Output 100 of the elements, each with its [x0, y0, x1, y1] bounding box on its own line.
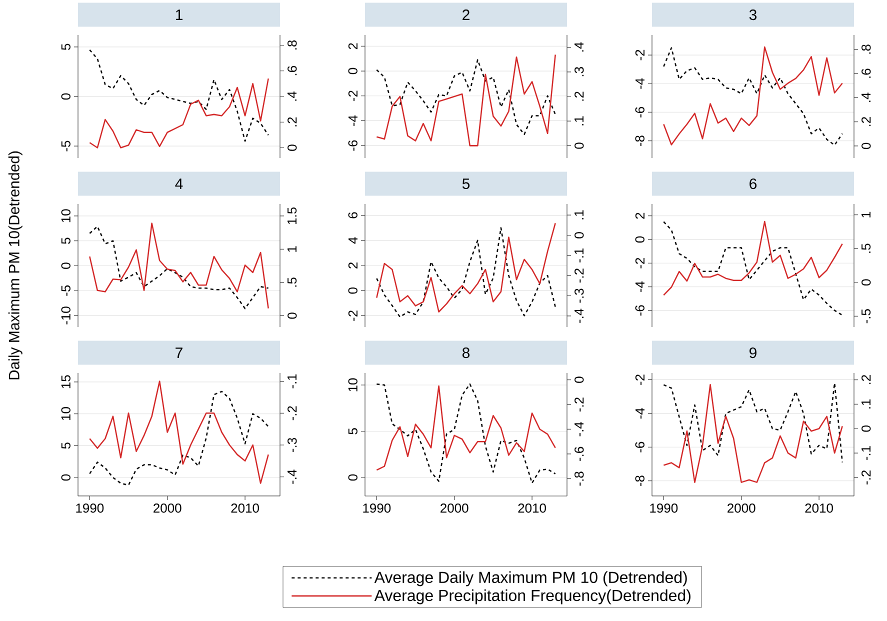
line-series	[663, 220, 843, 296]
y2-tick-label: -.8	[574, 472, 584, 486]
y2-tick-label: 0	[862, 279, 871, 286]
chart-title: 9	[750, 347, 756, 358]
y2-tick-label: .8	[862, 44, 871, 54]
y2-tick-label: .2	[288, 117, 297, 126]
chart-title: 7	[176, 348, 182, 358]
x-tick-label: 2010	[231, 504, 259, 513]
legend-label: Average Daily Maximum PM 10 (Detrended)	[374, 571, 687, 586]
y-tick-label: -2	[635, 258, 644, 268]
y-tick-label: -4	[348, 115, 358, 126]
legend-label: Average Precipitation Frequency(Detrended)	[374, 589, 690, 604]
y2-tick-label: -.2	[574, 268, 584, 283]
y-tick-label: 5	[61, 238, 70, 244]
y2-tick-label: -.4	[288, 470, 296, 484]
y-tick-label: 4	[348, 237, 358, 244]
y-tick-label: 2	[348, 43, 358, 50]
x-tick-label: 1990	[363, 504, 391, 513]
y2-tick-label: .1	[862, 399, 870, 408]
y2-tick-label: -.6	[574, 446, 584, 461]
y2-tick-label: .4	[574, 42, 584, 52]
x-tick-label: 2000	[728, 504, 756, 513]
y2-tick-label: .2	[862, 375, 871, 384]
y2-tick-label: -.1	[574, 248, 584, 262]
y-tick-label: -2	[348, 310, 358, 321]
y2-tick-label: 0	[288, 144, 297, 151]
y2-tick-label: .6	[288, 66, 297, 76]
y2-tick-label: -.1	[862, 446, 870, 460]
y-tick-label: 5	[348, 428, 358, 434]
y-tick-label: 0	[61, 93, 70, 100]
y-tick-label: 2	[635, 212, 644, 219]
chart-title: 8	[462, 347, 470, 358]
y2-tick-label: 0	[862, 426, 871, 432]
chart-title: 6	[750, 178, 757, 190]
y-axis-title: Daily Maximum PM 10(Detrended)	[8, 151, 22, 380]
y2-tick-label: 1	[862, 212, 870, 218]
y-tick-label: 5	[61, 44, 70, 50]
x-tick-label: 1990	[76, 504, 104, 513]
y-tick-label: 0	[348, 474, 358, 481]
y-tick-label: 5	[61, 442, 70, 449]
y2-tick-label: .1	[574, 116, 584, 126]
chart-title: 4	[175, 178, 183, 189]
line-series	[663, 384, 843, 483]
y-tick-label: -10	[61, 306, 70, 324]
y-tick-label: -5	[61, 140, 70, 152]
y-tick-label: 10	[61, 209, 70, 222]
y2-tick-label: 0	[574, 142, 584, 149]
y-tick-label: -4	[636, 281, 644, 292]
y2-tick-label: .4	[862, 92, 870, 102]
x-tick-label: 1990	[650, 504, 678, 513]
chart-title: 3	[749, 9, 757, 20]
y-tick-label: 0	[61, 474, 70, 481]
y2-tick-label: 1.5	[288, 207, 297, 224]
y-tick-label: 10	[61, 407, 70, 420]
line-series	[376, 59, 556, 136]
y2-tick-label: 0	[574, 376, 584, 383]
x-tick-label: 2000	[440, 504, 468, 513]
y2-tick-label: -.4	[574, 308, 584, 323]
y2-tick-label: 1	[288, 246, 296, 252]
y2-tick-label: -.2	[862, 470, 871, 484]
y2-tick-label: 0	[288, 312, 297, 319]
y2-tick-label: -.3	[574, 288, 584, 303]
y-tick-label: 0	[635, 236, 644, 243]
y2-tick-label: -.2	[574, 398, 584, 412]
y-tick-label: -2	[635, 374, 644, 385]
y-tick-label: 0	[61, 262, 70, 269]
line-series	[89, 78, 269, 148]
y2-tick-label: -.3	[288, 438, 297, 452]
y2-tick-label: -.1	[288, 374, 296, 388]
y2-tick-label: -.5	[862, 309, 871, 324]
y-tick-label: -2	[348, 90, 358, 102]
y2-tick-label: 0	[574, 232, 584, 238]
y-tick-label: -8	[635, 476, 644, 486]
chart-title: 1	[176, 10, 182, 20]
y2-tick-label: 0	[862, 142, 871, 150]
x-tick-label: 2010	[518, 504, 546, 513]
x-tick-label: 2000	[154, 504, 182, 513]
y-tick-label: -4	[636, 408, 644, 419]
y-tick-label: 0	[348, 287, 358, 294]
y2-tick-label: -.4	[574, 422, 584, 436]
y-tick-label: -6	[635, 442, 644, 452]
chart-title: 2	[462, 10, 470, 20]
y2-tick-label: .5	[862, 244, 871, 253]
y-tick-label: 15	[61, 375, 70, 388]
y-tick-label: 2	[348, 262, 358, 268]
y2-tick-label: -.2	[288, 406, 297, 420]
chart-title: 5	[462, 178, 470, 190]
x-tick-label: 2010	[805, 504, 833, 513]
line-series	[376, 54, 556, 146]
line-series	[89, 49, 269, 142]
y-tick-label: -6	[635, 107, 644, 118]
y-tick-label: 0	[348, 68, 358, 74]
line-series	[663, 382, 843, 463]
y2-tick-label: .2	[862, 117, 871, 126]
y-tick-label: -4	[636, 78, 644, 89]
y2-tick-label: .5	[288, 278, 297, 287]
y-tick-label: -5	[61, 285, 70, 296]
y2-tick-label: .1	[574, 210, 584, 220]
y2-tick-label: .2	[574, 92, 584, 101]
y-tick-label: 6	[348, 212, 358, 218]
